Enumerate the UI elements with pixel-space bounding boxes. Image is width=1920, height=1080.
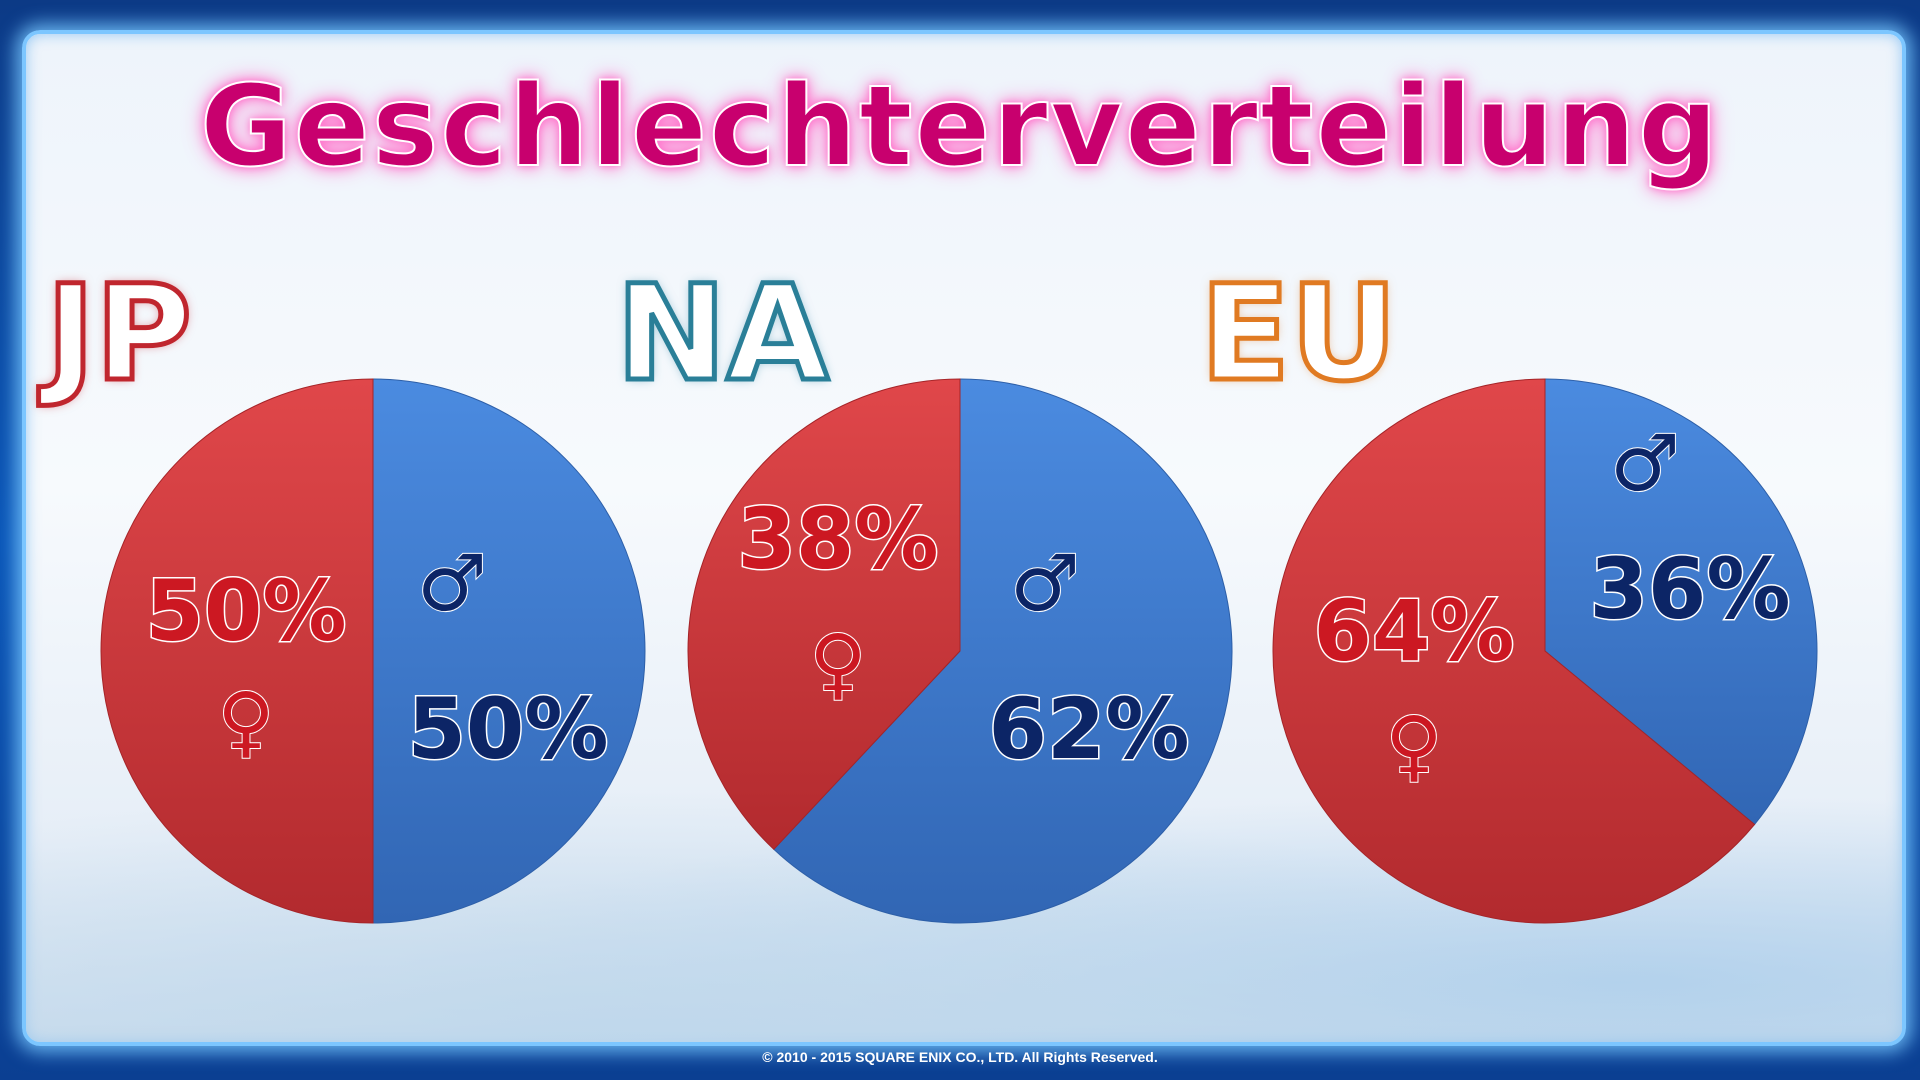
male-percent-na: 62% (988, 680, 1189, 778)
male-symbol-na: ♂ (1010, 539, 1080, 629)
region-label-jp: JP (44, 257, 195, 411)
male-symbol-jp: ♂ (417, 539, 487, 629)
female-symbol-eu: ♀ (1385, 701, 1442, 791)
pie-chart-eu: ♂ 36% 64% ♀ (1272, 378, 1818, 924)
female-percent-na: 38% (737, 490, 938, 588)
pie-slice-female-jp (100, 378, 374, 924)
pie-slice-female-eu (1272, 378, 1756, 924)
male-symbol-eu: ♂ (1610, 419, 1680, 509)
pie-slice-female-na (687, 378, 961, 850)
female-percent-eu: 64% (1313, 582, 1514, 680)
male-percent-jp: 50% (407, 680, 608, 778)
pie-chart-jp: ♂ 50% 50% ♀ (100, 378, 646, 924)
region-label-na: NA (614, 257, 832, 411)
pie-slice-male-jp (372, 378, 646, 924)
female-percent-jp: 50% (145, 562, 346, 660)
pie-chart-na: ♂ 62% 38% ♀ (687, 378, 1233, 924)
pie-slice-male-na (773, 378, 1233, 924)
region-label-eu: EU (1197, 257, 1399, 411)
female-symbol-na: ♀ (809, 619, 866, 709)
copyright-footer: © 2010 - 2015 SQUARE ENIX CO., LTD. All … (762, 1049, 1158, 1065)
slide-title: Geschlechterverteilung (199, 61, 1720, 193)
male-percent-eu: 36% (1589, 540, 1790, 638)
pie-slice-male-eu (1544, 378, 1818, 826)
female-symbol-jp: ♀ (217, 677, 274, 767)
